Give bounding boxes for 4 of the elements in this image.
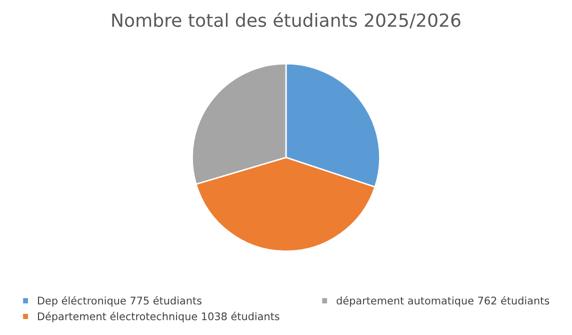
legend-label: Département électrotechnique 1038 étudiants <box>38 312 280 322</box>
legend-label: Dep éléctronique 775 étudiants <box>38 296 202 307</box>
legend-label: département automatique 762 étudiants <box>336 296 550 307</box>
chart-title: Nombre total des étudiants 2025/2026 <box>112 12 460 28</box>
